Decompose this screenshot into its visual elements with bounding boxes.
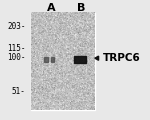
Polygon shape xyxy=(95,56,99,60)
Text: 51-: 51- xyxy=(12,87,26,96)
Bar xyxy=(51,57,54,62)
Text: B: B xyxy=(77,3,86,13)
Text: A: A xyxy=(46,3,55,13)
Text: 100-: 100- xyxy=(7,53,26,61)
Text: 203-: 203- xyxy=(7,22,26,31)
Bar xyxy=(44,57,48,62)
Text: TRPC6: TRPC6 xyxy=(103,53,141,63)
Bar xyxy=(31,13,95,110)
Bar xyxy=(74,56,86,63)
Text: 115-: 115- xyxy=(7,44,26,53)
